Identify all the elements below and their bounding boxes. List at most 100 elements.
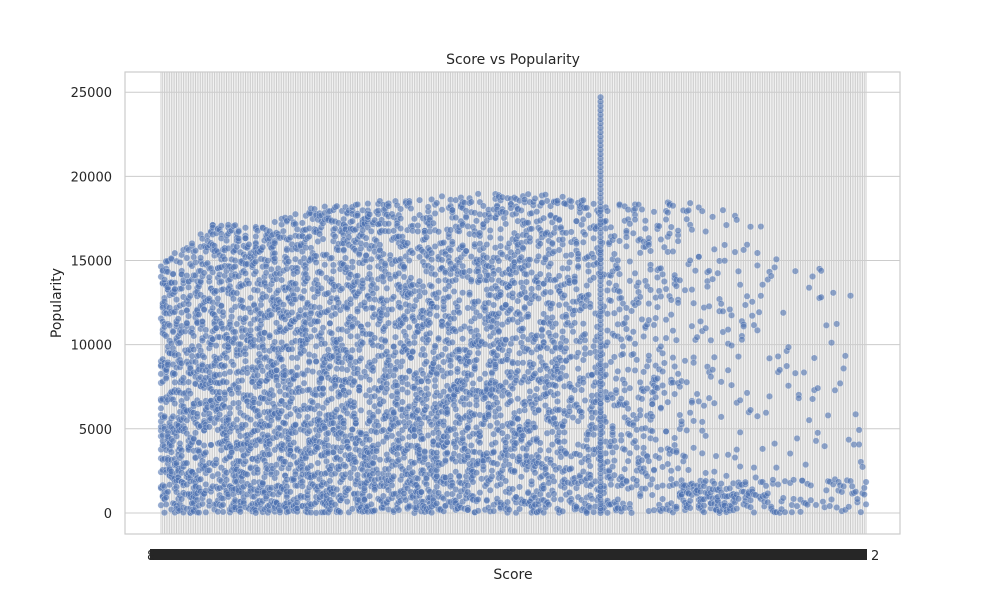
data-point: [538, 326, 546, 334]
data-point: [205, 273, 213, 281]
data-point: [355, 386, 363, 394]
data-point: [604, 509, 611, 517]
data-point: [409, 348, 417, 356]
data-point: [485, 411, 492, 419]
data-point: [426, 329, 434, 337]
data-point: [540, 214, 548, 222]
data-point: [578, 413, 585, 421]
data-point: [410, 432, 418, 440]
data-point: [186, 390, 194, 397]
data-point: [390, 472, 398, 480]
data-point: [342, 254, 349, 262]
data-point: [242, 350, 249, 358]
data-point: [476, 489, 484, 496]
data-point: [604, 458, 611, 466]
data-point: [505, 347, 513, 355]
data-point: [555, 216, 563, 224]
data-point: [431, 376, 439, 384]
data-point: [490, 301, 498, 309]
data-point: [167, 448, 175, 456]
data-point: [286, 488, 294, 496]
data-point: [535, 453, 542, 461]
data-point: [455, 472, 463, 480]
data-point: [433, 500, 441, 507]
data-point: [428, 249, 436, 257]
data-point: [219, 308, 227, 316]
data-point: [348, 426, 356, 433]
data-point: [235, 228, 242, 236]
data-point: [610, 232, 618, 240]
data-point: [442, 456, 449, 464]
data-point: [314, 317, 322, 325]
data-point: [469, 478, 477, 486]
data-point: [571, 278, 579, 285]
data-point: [502, 439, 510, 446]
data-point: [545, 501, 553, 508]
data-point: [505, 506, 513, 514]
data-point: [609, 424, 617, 432]
data-point: [590, 234, 598, 242]
data-point: [373, 447, 380, 455]
data-point: [579, 238, 587, 246]
data-point: [242, 224, 249, 232]
data-point: [486, 227, 494, 234]
data-point: [536, 439, 544, 447]
data-point: [336, 508, 344, 516]
data-point: [609, 463, 617, 470]
data-point: [409, 468, 417, 476]
data-point: [219, 501, 227, 509]
data-point: [455, 296, 463, 304]
data-point: [409, 249, 417, 257]
data-point: [554, 390, 561, 398]
data-point: [581, 397, 589, 404]
data-point: [560, 417, 568, 425]
data-point: [585, 291, 592, 299]
data-point: [407, 205, 415, 212]
data-point: [540, 485, 548, 492]
data-point: [567, 465, 575, 472]
data-point: [505, 391, 513, 399]
data-point: [507, 397, 515, 405]
data-point: [288, 345, 296, 353]
data-point: [390, 343, 398, 350]
data-point: [164, 488, 172, 496]
data-point: [235, 399, 242, 407]
data-point: [585, 268, 592, 275]
data-point: [336, 335, 344, 343]
data-point: [242, 234, 249, 242]
data-point: [497, 412, 504, 419]
data-point: [197, 254, 205, 262]
data-point: [512, 334, 520, 342]
data-point: [562, 313, 570, 321]
data-point: [326, 319, 334, 327]
data-point: [266, 450, 273, 458]
data-point: [357, 354, 365, 362]
data-point: [352, 458, 360, 466]
data-point: [510, 279, 518, 287]
data-point: [476, 428, 484, 436]
data-point: [528, 477, 535, 485]
data-point: [354, 201, 361, 208]
data-point: [517, 473, 525, 481]
data-point: [366, 210, 373, 218]
data-point: [417, 488, 425, 496]
data-point: [217, 302, 225, 310]
data-point: [169, 437, 177, 445]
data-point: [579, 379, 587, 386]
data-point: [252, 233, 260, 240]
data-point: [524, 313, 532, 320]
data-point: [424, 336, 432, 344]
data-point: [226, 368, 234, 376]
data-point: [583, 204, 591, 212]
data-point: [171, 400, 179, 407]
data-point: [526, 256, 534, 264]
data-point: [392, 348, 399, 356]
data-point: [300, 379, 308, 387]
data-point: [228, 449, 236, 456]
data-point: [476, 439, 484, 447]
data-point: [348, 258, 356, 266]
data-point: [431, 342, 439, 350]
data-point: [364, 200, 372, 208]
data-point: [293, 363, 301, 371]
